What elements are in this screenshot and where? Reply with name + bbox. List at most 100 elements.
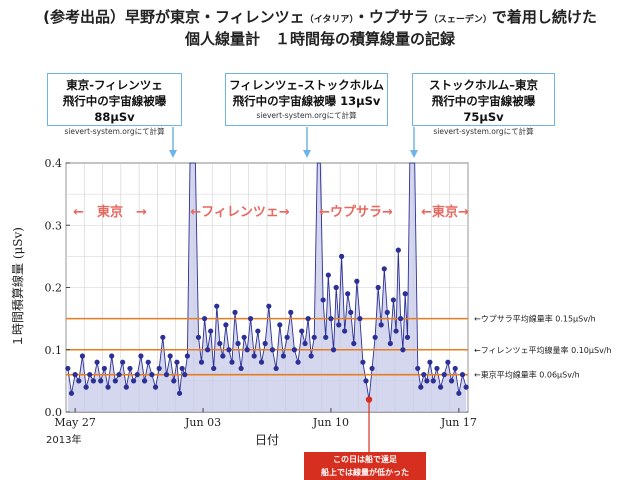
data-point (138, 353, 144, 359)
y-tick-label: 0.2 (45, 282, 63, 295)
data-point (141, 378, 148, 384)
data-point (424, 378, 430, 384)
data-point (393, 328, 399, 334)
data-point (205, 347, 211, 353)
data-point (320, 297, 326, 303)
data-point (176, 390, 183, 396)
flight-dose: 飛行中の宇宙線被曝 13μSv (232, 94, 381, 108)
data-point (90, 378, 97, 384)
data-point (456, 390, 462, 396)
data-point (160, 334, 166, 340)
data-point (288, 309, 294, 315)
data-point (241, 334, 247, 340)
data-point (398, 316, 404, 322)
flight-source: sievert-system.orgにて計算 (256, 111, 357, 120)
data-point (299, 328, 305, 334)
flight-callout-arrows (169, 127, 418, 158)
average-line-label: ←ウプサラ平均線量率 0.15μSv/h (474, 314, 596, 324)
data-point (415, 365, 421, 372)
data-point (354, 278, 360, 284)
data-point (134, 372, 140, 378)
data-point (390, 297, 396, 303)
data-point (302, 340, 308, 347)
arrow-tokyo-florence-head (169, 150, 177, 158)
dose-points (65, 247, 469, 452)
data-point (217, 340, 223, 347)
data-point (262, 340, 268, 347)
data-point (68, 390, 75, 396)
data-point (351, 340, 357, 347)
data-point (65, 365, 71, 372)
data-point (87, 372, 93, 378)
y-axis-label: １時間積算線量 (μSv) (10, 227, 25, 347)
data-point (120, 359, 126, 365)
average-line-label: ←フィレンツェ平均線量率 0.10μSv/h (474, 345, 612, 355)
data-point (284, 334, 290, 340)
y-tick-label: 0.3 (45, 219, 63, 232)
data-point (445, 359, 451, 365)
data-point (76, 378, 82, 384)
data-point (345, 291, 351, 297)
data-point (235, 340, 241, 347)
data-point (247, 316, 254, 322)
data-point (94, 359, 100, 365)
data-point (123, 384, 129, 390)
data-point (452, 365, 458, 372)
data-point (167, 353, 173, 359)
region-label-tokyo: ← 東京 → (73, 204, 147, 220)
data-point (448, 378, 455, 384)
boat-trip-note: この日は船で遠足 船上では線量が低かった (304, 452, 426, 480)
data-point (198, 359, 205, 365)
data-point (348, 309, 354, 315)
x-axis-label: 日付 (255, 433, 280, 447)
data-point (434, 365, 440, 372)
data-point (251, 353, 257, 359)
data-point (295, 359, 301, 365)
data-point (171, 378, 177, 384)
data-point (360, 359, 366, 365)
region-label-florence: ←フィレンツェ→ (190, 205, 290, 220)
flight-callout-stockholm-tokyo: ストックホルム–東京 飛行中の宇宙線被曝 75μSv sievert-syste… (412, 73, 555, 136)
data-point (291, 347, 298, 353)
data-point (372, 334, 378, 340)
data-point (163, 372, 170, 378)
data-point (109, 353, 115, 359)
data-point (269, 347, 276, 353)
data-point (229, 359, 235, 365)
data-point (402, 291, 408, 297)
data-point (116, 372, 122, 378)
data-point (459, 372, 466, 378)
title-part-b: ・ウプサラ (353, 8, 429, 26)
title-italy: （イタリア） (304, 15, 354, 25)
data-point (369, 365, 375, 372)
data-point (384, 309, 390, 315)
data-point (152, 384, 159, 390)
flight-route: 東京-フィレンツェ (66, 78, 163, 92)
data-point (174, 359, 180, 365)
data-point (280, 353, 287, 359)
data-point (421, 372, 427, 378)
data-point (441, 372, 447, 378)
axes: 0.0 0.1 0.2 0.3 0.4 May 27 Jun 03 Jun 10 Jun 17 (45, 157, 477, 429)
flight-route: ストックホルム–東京 (428, 78, 539, 92)
region-label-uppsala: ←ウプサラ→ (319, 205, 393, 220)
data-point (83, 384, 89, 390)
data-point (430, 378, 436, 384)
data-point (156, 365, 162, 372)
flight-callout-tokyo-florence: 東京-フィレンツェ 飛行中の宇宙線被曝 88μSv sievert-system… (47, 73, 182, 136)
data-point (131, 378, 137, 384)
x-tick-label: Jun 17 (440, 416, 477, 429)
data-point (184, 353, 190, 359)
data-point (273, 365, 279, 372)
data-point (258, 359, 265, 365)
year-label: 2013年 (46, 435, 82, 446)
title-part-a: (参考出品）早野が東京・フィレンツェ (43, 8, 305, 26)
chart-title-line2: 個人線量計 １時間毎の積算線量の記録 (184, 30, 455, 48)
data-point (101, 365, 107, 372)
data-point (127, 365, 133, 372)
data-point (195, 334, 202, 340)
chart-title-line1: (参考出品）早野が東京・フィレンツェ（イタリア）・ウプサラ（スェーデン）で着用し… (0, 6, 640, 27)
data-point (400, 347, 406, 353)
data-point (211, 365, 217, 372)
data-point (323, 334, 329, 340)
